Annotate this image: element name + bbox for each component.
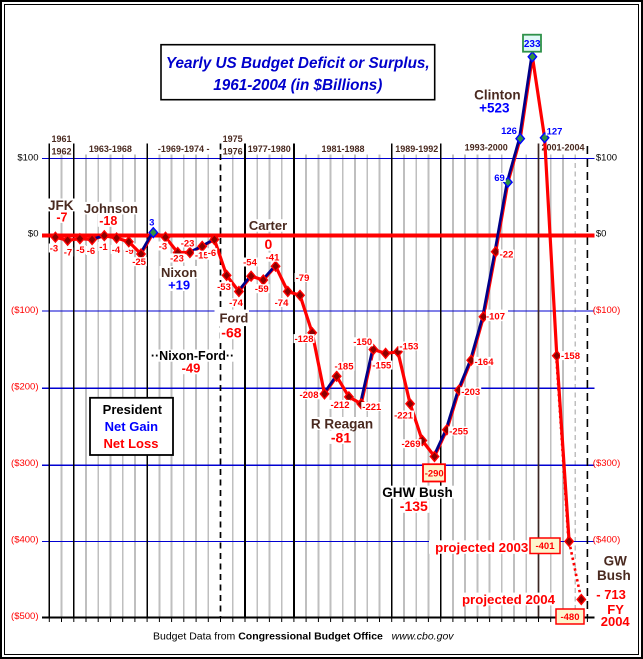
svg-text:Net Loss: Net Loss: [104, 436, 159, 451]
svg-text:-4: -4: [112, 245, 121, 256]
svg-text:-135: -135: [400, 498, 428, 514]
svg-text:1977-1980: 1977-1980: [248, 144, 291, 154]
svg-text:Bush: Bush: [597, 568, 631, 583]
svg-text:-7: -7: [56, 210, 67, 224]
svg-text:2004: 2004: [601, 614, 631, 629]
svg-text:-203: -203: [461, 387, 480, 398]
svg-text:-185: -185: [334, 362, 354, 373]
svg-text:-23: -23: [170, 253, 184, 264]
svg-text:JFK: JFK: [48, 198, 74, 213]
svg-text:$100: $100: [17, 152, 38, 163]
svg-text:projected 2004: projected 2004: [462, 592, 556, 607]
svg-text:-480: -480: [560, 612, 579, 623]
svg-text:Nixon: Nixon: [161, 265, 197, 280]
svg-text:-255: -255: [449, 426, 469, 437]
svg-text:projected 2003: projected 2003: [435, 540, 528, 555]
svg-text:-22: -22: [500, 249, 514, 260]
svg-text:-3: -3: [50, 243, 58, 254]
svg-text:-128: -128: [294, 334, 313, 345]
svg-text:($500): ($500): [11, 611, 38, 622]
svg-text:-18: -18: [99, 214, 117, 228]
svg-text:GW: GW: [604, 554, 628, 569]
svg-text:1963-1968: 1963-1968: [89, 144, 132, 154]
svg-text:-153: -153: [399, 341, 418, 352]
svg-text:127: 127: [547, 126, 563, 137]
svg-text:-6: -6: [208, 248, 216, 259]
svg-text:3: 3: [149, 218, 154, 229]
svg-text:($300): ($300): [11, 458, 38, 469]
svg-text:President: President: [103, 402, 163, 417]
svg-text:1993-2000: 1993-2000: [465, 143, 508, 153]
svg-text:69: 69: [494, 173, 505, 184]
svg-text:-7: -7: [64, 247, 72, 258]
svg-text:($200): ($200): [11, 382, 38, 393]
svg-text:-208: -208: [299, 390, 318, 401]
svg-text:Ford: Ford: [219, 311, 248, 326]
svg-text:($400): ($400): [593, 534, 620, 545]
svg-text:-269: -269: [401, 439, 420, 450]
svg-text:+19: +19: [168, 278, 190, 293]
svg-text:FY: FY: [607, 602, 624, 617]
svg-text:-6: -6: [87, 246, 95, 257]
svg-text:Johnson: Johnson: [84, 201, 138, 216]
svg-text:-3: -3: [159, 241, 167, 252]
svg-text:R Reagan: R Reagan: [311, 416, 373, 431]
svg-text:1961: 1961: [51, 134, 71, 144]
svg-text:+523: +523: [479, 101, 510, 116]
svg-text:-150: -150: [353, 337, 372, 348]
svg-text:1962: 1962: [51, 147, 71, 157]
svg-text:-158: -158: [561, 351, 580, 362]
svg-text:($300): ($300): [593, 458, 620, 469]
svg-text:-401: -401: [535, 541, 555, 552]
svg-text:0: 0: [265, 236, 273, 252]
svg-text:GHW Bush: GHW Bush: [382, 485, 453, 500]
svg-text:-41: -41: [266, 253, 280, 264]
svg-text:Clinton: Clinton: [474, 88, 521, 103]
svg-text:-68: -68: [221, 325, 241, 341]
svg-text:-107: -107: [486, 311, 505, 322]
svg-text:-155: -155: [372, 361, 392, 372]
svg-text:-1: -1: [99, 242, 108, 253]
svg-text:-290: -290: [425, 468, 444, 479]
svg-text:233: 233: [524, 39, 541, 50]
svg-text:($100): ($100): [11, 305, 38, 316]
svg-text:$100: $100: [596, 152, 617, 163]
svg-text:-74: -74: [229, 298, 243, 309]
svg-text:Budget Data from Congressional: Budget Data from Congressional Budget Of…: [153, 631, 454, 643]
svg-text:1976: 1976: [223, 147, 243, 157]
svg-text:- 713: - 713: [596, 587, 626, 602]
svg-text:-212: -212: [330, 400, 349, 411]
svg-text:-1969-1974 -: -1969-1974 -: [158, 144, 210, 154]
svg-text:$0: $0: [28, 229, 39, 240]
svg-text:126: 126: [501, 126, 517, 137]
svg-text:Net Gain: Net Gain: [105, 419, 159, 434]
svg-text:($400): ($400): [11, 534, 38, 545]
svg-text:-221: -221: [362, 402, 382, 413]
svg-text:-53: -53: [217, 282, 231, 293]
svg-text:-164: -164: [474, 357, 494, 368]
svg-text:1975: 1975: [223, 134, 243, 144]
svg-text:-221: -221: [394, 410, 414, 421]
svg-text:-54: -54: [243, 257, 257, 268]
svg-text:1981-1988: 1981-1988: [321, 144, 364, 154]
svg-text:($100): ($100): [593, 305, 620, 316]
svg-text:$0: $0: [596, 229, 607, 240]
svg-text:··Nixon-Ford··: ··Nixon-Ford··: [151, 349, 234, 363]
svg-text:-74: -74: [275, 298, 289, 309]
svg-text:-49: -49: [182, 361, 201, 376]
svg-text:2001-2004: 2001-2004: [541, 143, 584, 153]
svg-text:-15: -15: [195, 251, 209, 262]
svg-text:-59: -59: [255, 284, 269, 295]
svg-text:Yearly US Budget Deficit or Su: Yearly US Budget Deficit or Surplus,: [166, 55, 430, 72]
svg-text:-25: -25: [132, 257, 146, 268]
svg-text:-5: -5: [76, 245, 85, 256]
svg-text:-79: -79: [296, 273, 310, 284]
svg-text:-81: -81: [331, 429, 351, 445]
svg-text:1989-1992: 1989-1992: [395, 144, 438, 154]
svg-text:-9: -9: [125, 246, 133, 257]
svg-text:1961-2004 (in $Billions): 1961-2004 (in $Billions): [213, 77, 382, 94]
svg-text:-23: -23: [181, 238, 195, 249]
svg-text:Carter: Carter: [249, 218, 287, 233]
